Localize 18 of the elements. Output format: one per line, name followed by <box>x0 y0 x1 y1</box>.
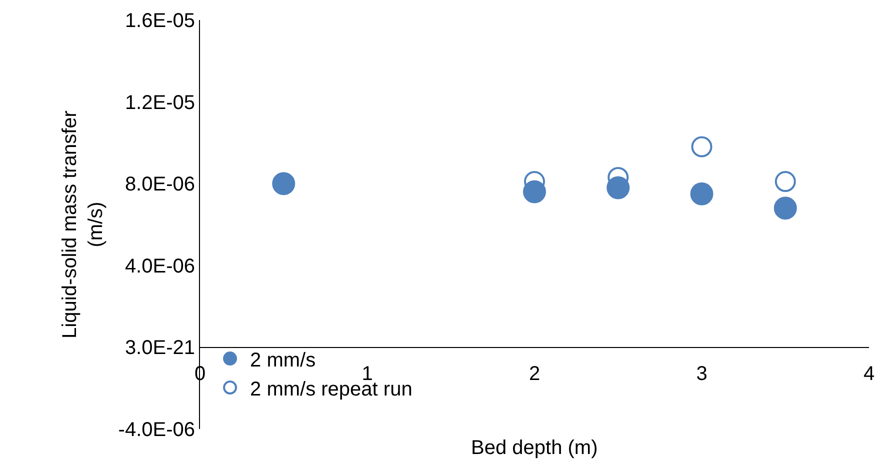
x-tick-label: 1 <box>362 363 373 386</box>
point <box>690 182 714 206</box>
y-tick-label: 3.0E-21 <box>124 337 195 360</box>
point <box>691 136 712 158</box>
y-tick-label: -4.0E-06 <box>118 419 195 441</box>
point <box>774 196 797 220</box>
y-axis-title: Liquid-solid mass transfer (m/s) <box>58 110 107 338</box>
x-tick-label: 2 <box>528 363 540 386</box>
x-tick-label: 4 <box>863 363 875 386</box>
point <box>774 171 796 192</box>
legend-label: 2 mm/s <box>250 349 316 372</box>
y-tick-label: 4.0E-06 <box>124 255 195 278</box>
y-tick-label: 8.0E-06 <box>124 174 195 196</box>
x-tick-label: 3 <box>696 363 708 386</box>
point <box>272 172 296 196</box>
y-tick-label: 1.2E-05 <box>124 92 195 114</box>
y-tick-label: 1.6E-05 <box>124 10 195 32</box>
x-axis-title: Bed depth (m) <box>471 437 598 459</box>
